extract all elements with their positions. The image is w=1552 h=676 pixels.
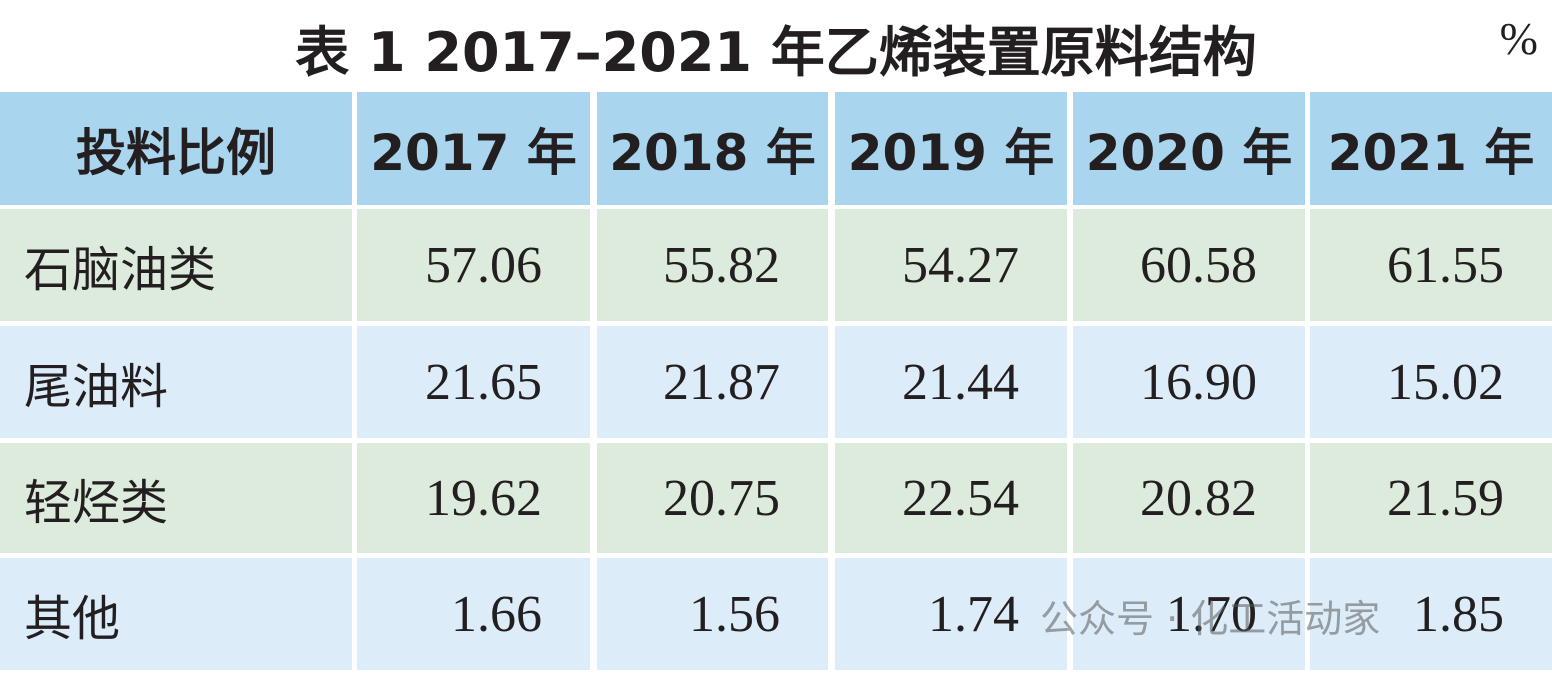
cell-value: 1.56	[597, 558, 828, 670]
cell-value: 60.58	[1073, 209, 1305, 321]
cell-value: 55.82	[597, 209, 828, 321]
row-label: 轻烃类	[0, 443, 352, 553]
cell-value: 21.87	[597, 326, 828, 438]
cell-value: 15.02	[1310, 326, 1552, 438]
column-header: 投料比例	[0, 92, 352, 205]
cell-value: 21.44	[835, 326, 1067, 438]
row-label: 尾油料	[0, 326, 352, 438]
watermark: 公众号 · 化工活动家	[1040, 597, 1381, 641]
row-label: 其他	[0, 558, 352, 670]
cell-value: 20.82	[1073, 443, 1305, 553]
cell-value: 21.65	[357, 326, 590, 438]
cell-value: 57.06	[357, 209, 590, 321]
cell-value: 19.62	[357, 443, 590, 553]
table-title: 表 1 2017–2021 年乙烯装置原料结构	[295, 21, 1257, 84]
cell-value: 1.66	[357, 558, 590, 670]
cell-value: 1.85	[1310, 558, 1552, 670]
column-header: 2018 年	[597, 92, 828, 205]
column-header: 2019 年	[835, 92, 1067, 205]
row-label: 石脑油类	[0, 209, 352, 321]
cell-value: 21.59	[1310, 443, 1552, 553]
cell-value: 61.55	[1310, 209, 1552, 321]
unit-label: %	[1499, 13, 1538, 64]
column-header: 2021 年	[1310, 92, 1552, 205]
column-header: 2017 年	[357, 92, 590, 205]
column-header: 2020 年	[1073, 92, 1305, 205]
cell-value: 1.74	[835, 558, 1067, 670]
cell-value: 54.27	[835, 209, 1067, 321]
cell-value: 16.90	[1073, 326, 1305, 438]
cell-value: 1.70	[1073, 558, 1305, 670]
cell-value: 20.75	[597, 443, 828, 553]
cell-value: 22.54	[835, 443, 1067, 553]
